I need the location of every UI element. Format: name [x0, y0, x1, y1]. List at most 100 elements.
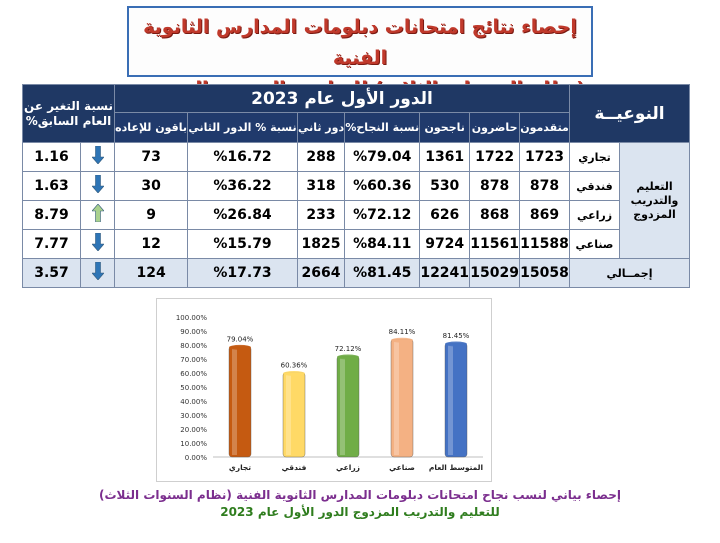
change-value: 3.57 — [22, 258, 81, 288]
table-row-industrial: صناعي 11588 11561 9724 %84.11 1825 %15.7… — [22, 229, 690, 259]
change-value: 8.79 — [22, 200, 81, 230]
cell: 1723 — [519, 142, 570, 172]
y-tick-label: 30.00% — [180, 412, 207, 420]
total-label: إجمــالي — [569, 258, 690, 288]
cell: 878 — [519, 171, 570, 201]
cell: 233 — [296, 200, 346, 230]
cell: 1825 — [296, 229, 346, 259]
bar-chart-svg: 0.00% 10.00% 20.00% 30.00% 40.00% 50.00% 60.00… — [176, 314, 483, 472]
chart-caption: إحصاء بياني لنسب نجاح امتحانات دبلومات ا… — [90, 487, 630, 521]
change-value: 1.16 — [22, 142, 81, 172]
caption-line-1: إحصاء بياني لنسب نجاح امتحانات دبلومات ا… — [98, 488, 622, 502]
arrow-down-icon — [80, 258, 115, 288]
data-label-2: 72.12% — [335, 345, 362, 353]
bar-cap-0 — [229, 344, 251, 350]
x-tick-label-3: صناعي — [389, 463, 415, 472]
y-tick-label: 20.00% — [180, 426, 207, 434]
y-tick-label: 70.00% — [180, 356, 207, 364]
y-tick-label: 50.00% — [180, 384, 207, 392]
cell: 318 — [296, 171, 346, 201]
cell: %16.72 — [187, 142, 298, 172]
change-header: نسبة التغير عن العام السابق% — [22, 84, 115, 143]
cell: %60.36 — [344, 171, 421, 201]
arrow-up-icon — [80, 200, 115, 230]
y-tick-label: 40.00% — [180, 398, 207, 406]
change-value: 1.63 — [22, 171, 81, 201]
y-tick-label: 80.00% — [180, 342, 207, 350]
x-tick-label-1: فندقي — [282, 463, 307, 472]
cell: 530 — [419, 171, 471, 201]
bar-cap-3 — [391, 337, 413, 343]
cell: 12 — [113, 229, 189, 259]
arrow-up-glyph — [90, 203, 105, 223]
cell: 626 — [419, 200, 471, 230]
y-tick-label: 90.00% — [180, 328, 207, 336]
cell: 1361 — [419, 142, 471, 172]
bar-highlight-3 — [394, 341, 399, 455]
cell: 868 — [469, 200, 521, 230]
cell: %72.12 — [344, 200, 421, 230]
bar-cap-4 — [445, 341, 467, 347]
page-title: إحصاء نتائج امتحانات دبلومات المدارس الث… — [127, 6, 593, 100]
table-row-commercial: التعليم والتدريب المزدوج تجاري 1723 1722… — [22, 142, 690, 259]
cell: %81.45 — [344, 258, 421, 288]
table-row-hotel: فندقي 878 878 530 %60.36 318 %36.22 30 1… — [22, 171, 690, 201]
group-label: التعليم والتدريب المزدوج — [619, 142, 690, 259]
arrow-down-icon — [80, 142, 115, 172]
cell: 9 — [113, 200, 189, 230]
row-type-label: صناعي — [569, 229, 620, 259]
data-label-0: 79.04% — [227, 335, 254, 343]
cell: 288 — [296, 142, 346, 172]
row-type-label: فندقي — [569, 171, 620, 201]
cell: 30 — [113, 171, 189, 201]
cell: 11588 — [519, 229, 570, 259]
bar-cap-1 — [283, 370, 305, 376]
caption-line-2: للتعليم والتدريب المزدوج الدور الأول عام… — [220, 505, 500, 519]
arrow-down-icon — [80, 229, 115, 259]
y-tick-label: 100.00% — [176, 314, 207, 322]
cell: 9724 — [419, 229, 471, 259]
y-tick-label: 0.00% — [185, 454, 208, 462]
bar-highlight-4 — [448, 344, 453, 455]
cell: 2664 — [296, 258, 346, 288]
cell: 15058 — [519, 258, 570, 288]
round-header: الدور الأول عام 2023 — [114, 84, 570, 113]
arrow-down-icon — [80, 171, 115, 201]
pass-rate-chart: 0.00% 10.00% 20.00% 30.00% 40.00% 50.00% 60.00… — [156, 298, 492, 482]
data-label-4: 81.45% — [443, 332, 470, 340]
cell: %15.79 — [187, 229, 298, 259]
cell: 869 — [519, 200, 570, 230]
bar-highlight-1 — [286, 374, 291, 455]
cell: 1722 — [469, 142, 521, 172]
col-repeat: باقون للإعاده — [113, 112, 189, 143]
type-header: النوعيــة — [569, 84, 690, 143]
title-line-1: إحصاء نتائج امتحانات دبلومات المدارس الث… — [143, 16, 577, 69]
cell: %36.22 — [187, 171, 298, 201]
cell: 11561 — [469, 229, 521, 259]
bar-highlight-0 — [232, 348, 237, 455]
row-type-label: زراعي — [569, 200, 620, 230]
data-label-1: 60.36% — [281, 361, 308, 369]
col-passed: ناجحون — [419, 112, 471, 143]
cell: %26.84 — [187, 200, 298, 230]
cell: %17.73 — [187, 258, 298, 288]
col-applicants: متقدمون — [519, 112, 570, 143]
col-pass-rate: نسبة النجاح% — [344, 112, 421, 143]
col-second-round: دور ثاني — [296, 112, 346, 143]
cell: %79.04 — [344, 142, 421, 172]
arrow-down-glyph — [90, 232, 105, 252]
arrow-down-glyph — [90, 145, 105, 165]
col-second-round-rate: نسبة % الدور الثاني — [187, 112, 298, 143]
cell: 73 — [113, 142, 189, 172]
cell: 15029 — [469, 258, 521, 288]
x-tick-label-0: تجاري — [229, 463, 251, 472]
col-attendees: حاضرون — [469, 112, 521, 143]
x-tick-label-2: زراعي — [336, 463, 360, 472]
cell: 878 — [469, 171, 521, 201]
arrow-down-glyph — [90, 261, 105, 281]
data-label-3: 84.11% — [389, 328, 416, 336]
cell: 124 — [113, 258, 189, 288]
change-value: 7.77 — [22, 229, 81, 259]
x-tick-label-4: المتوسط العام — [429, 463, 483, 472]
cell: 12241 — [419, 258, 471, 288]
